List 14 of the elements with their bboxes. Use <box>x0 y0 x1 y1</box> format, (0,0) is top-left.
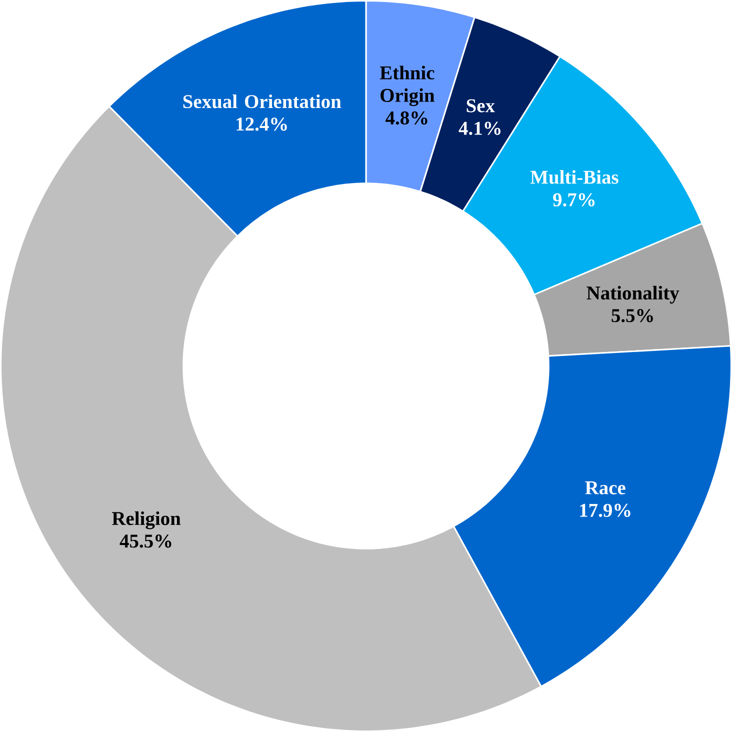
slice-label: Multi-Bias <box>530 170 618 184</box>
data-label: 45.5% <box>120 534 172 548</box>
slice-label: Sexual Orientation <box>183 94 342 108</box>
slice-label: Race <box>585 481 626 494</box>
data-label: 17.9% <box>580 504 630 517</box>
slice-label: Religion <box>112 511 181 530</box>
slice-label: Nationality <box>586 286 680 304</box>
data-label: 9.7% <box>553 193 595 206</box>
slice-label: Sex <box>466 99 495 112</box>
data-label: 5.5% <box>612 309 653 322</box>
data-label: 12.4% <box>236 118 287 131</box>
data-label: 4.1% <box>458 122 500 135</box>
slice-label: Ethnic Origin <box>380 66 434 106</box>
data-label: 4.8% <box>386 111 428 125</box>
